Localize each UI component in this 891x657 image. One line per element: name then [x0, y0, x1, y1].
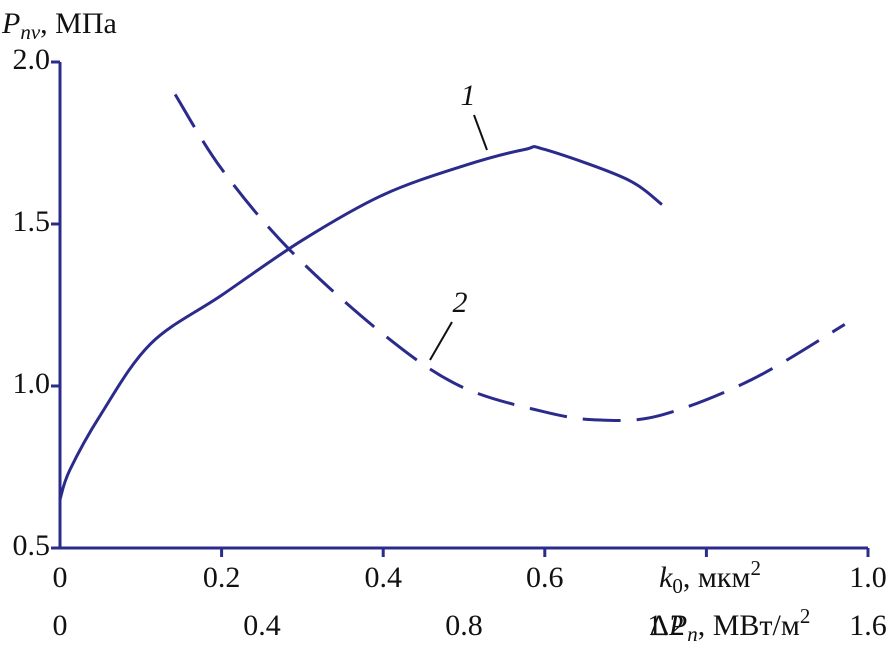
x-label-rest: , мкм: [683, 561, 751, 594]
series-line: [58, 145, 663, 500]
x-tick-label: 1.0: [849, 561, 887, 594]
series-line: [173, 93, 846, 422]
x-tick-label: 0.4: [364, 561, 402, 594]
y-label-main: P: [1, 7, 20, 40]
x2-tick-label: 0.8: [445, 609, 483, 642]
x2-tick-label: 1.2: [647, 609, 685, 642]
y-tick-label: 2.0: [13, 43, 51, 76]
series-label: 2: [453, 286, 468, 319]
leader-2: [429, 321, 453, 361]
x-axis-label: k0, мкм2: [659, 556, 761, 598]
y-tick-label: 0.5: [13, 529, 51, 562]
y-label-rest: , МПа: [40, 7, 117, 40]
y-tick-label: 1.5: [13, 205, 51, 238]
y-tick-label: 1.0: [13, 367, 51, 400]
x2-label-delta: Δ: [650, 609, 669, 642]
x-tick-label: 0.2: [203, 561, 241, 594]
x-label-sub: 0: [672, 574, 683, 598]
y-axis-label: Pnv, МПа: [1, 7, 117, 44]
y-label-sub: nv: [20, 20, 41, 44]
x2-axis-label: ΔPn, МВт/м2: [650, 604, 811, 646]
x-tick-label: 0.6: [526, 561, 564, 594]
x2-tick-label: 0.4: [243, 609, 281, 642]
x-label-sup: 2: [750, 556, 761, 580]
x2-label-sup: 2: [800, 604, 811, 628]
x2-label-main: P: [668, 609, 687, 642]
x-label-main: k: [659, 561, 673, 594]
x2-label-sub: n: [687, 622, 698, 646]
x-tick-label: 0: [53, 561, 68, 594]
series-label: 1: [461, 79, 476, 112]
x2-label-rest: , МВт/м: [698, 609, 800, 642]
x2-tick-label: 0: [53, 609, 68, 642]
leader-1: [473, 114, 488, 151]
x2-tick-label: 1.6: [849, 609, 887, 642]
